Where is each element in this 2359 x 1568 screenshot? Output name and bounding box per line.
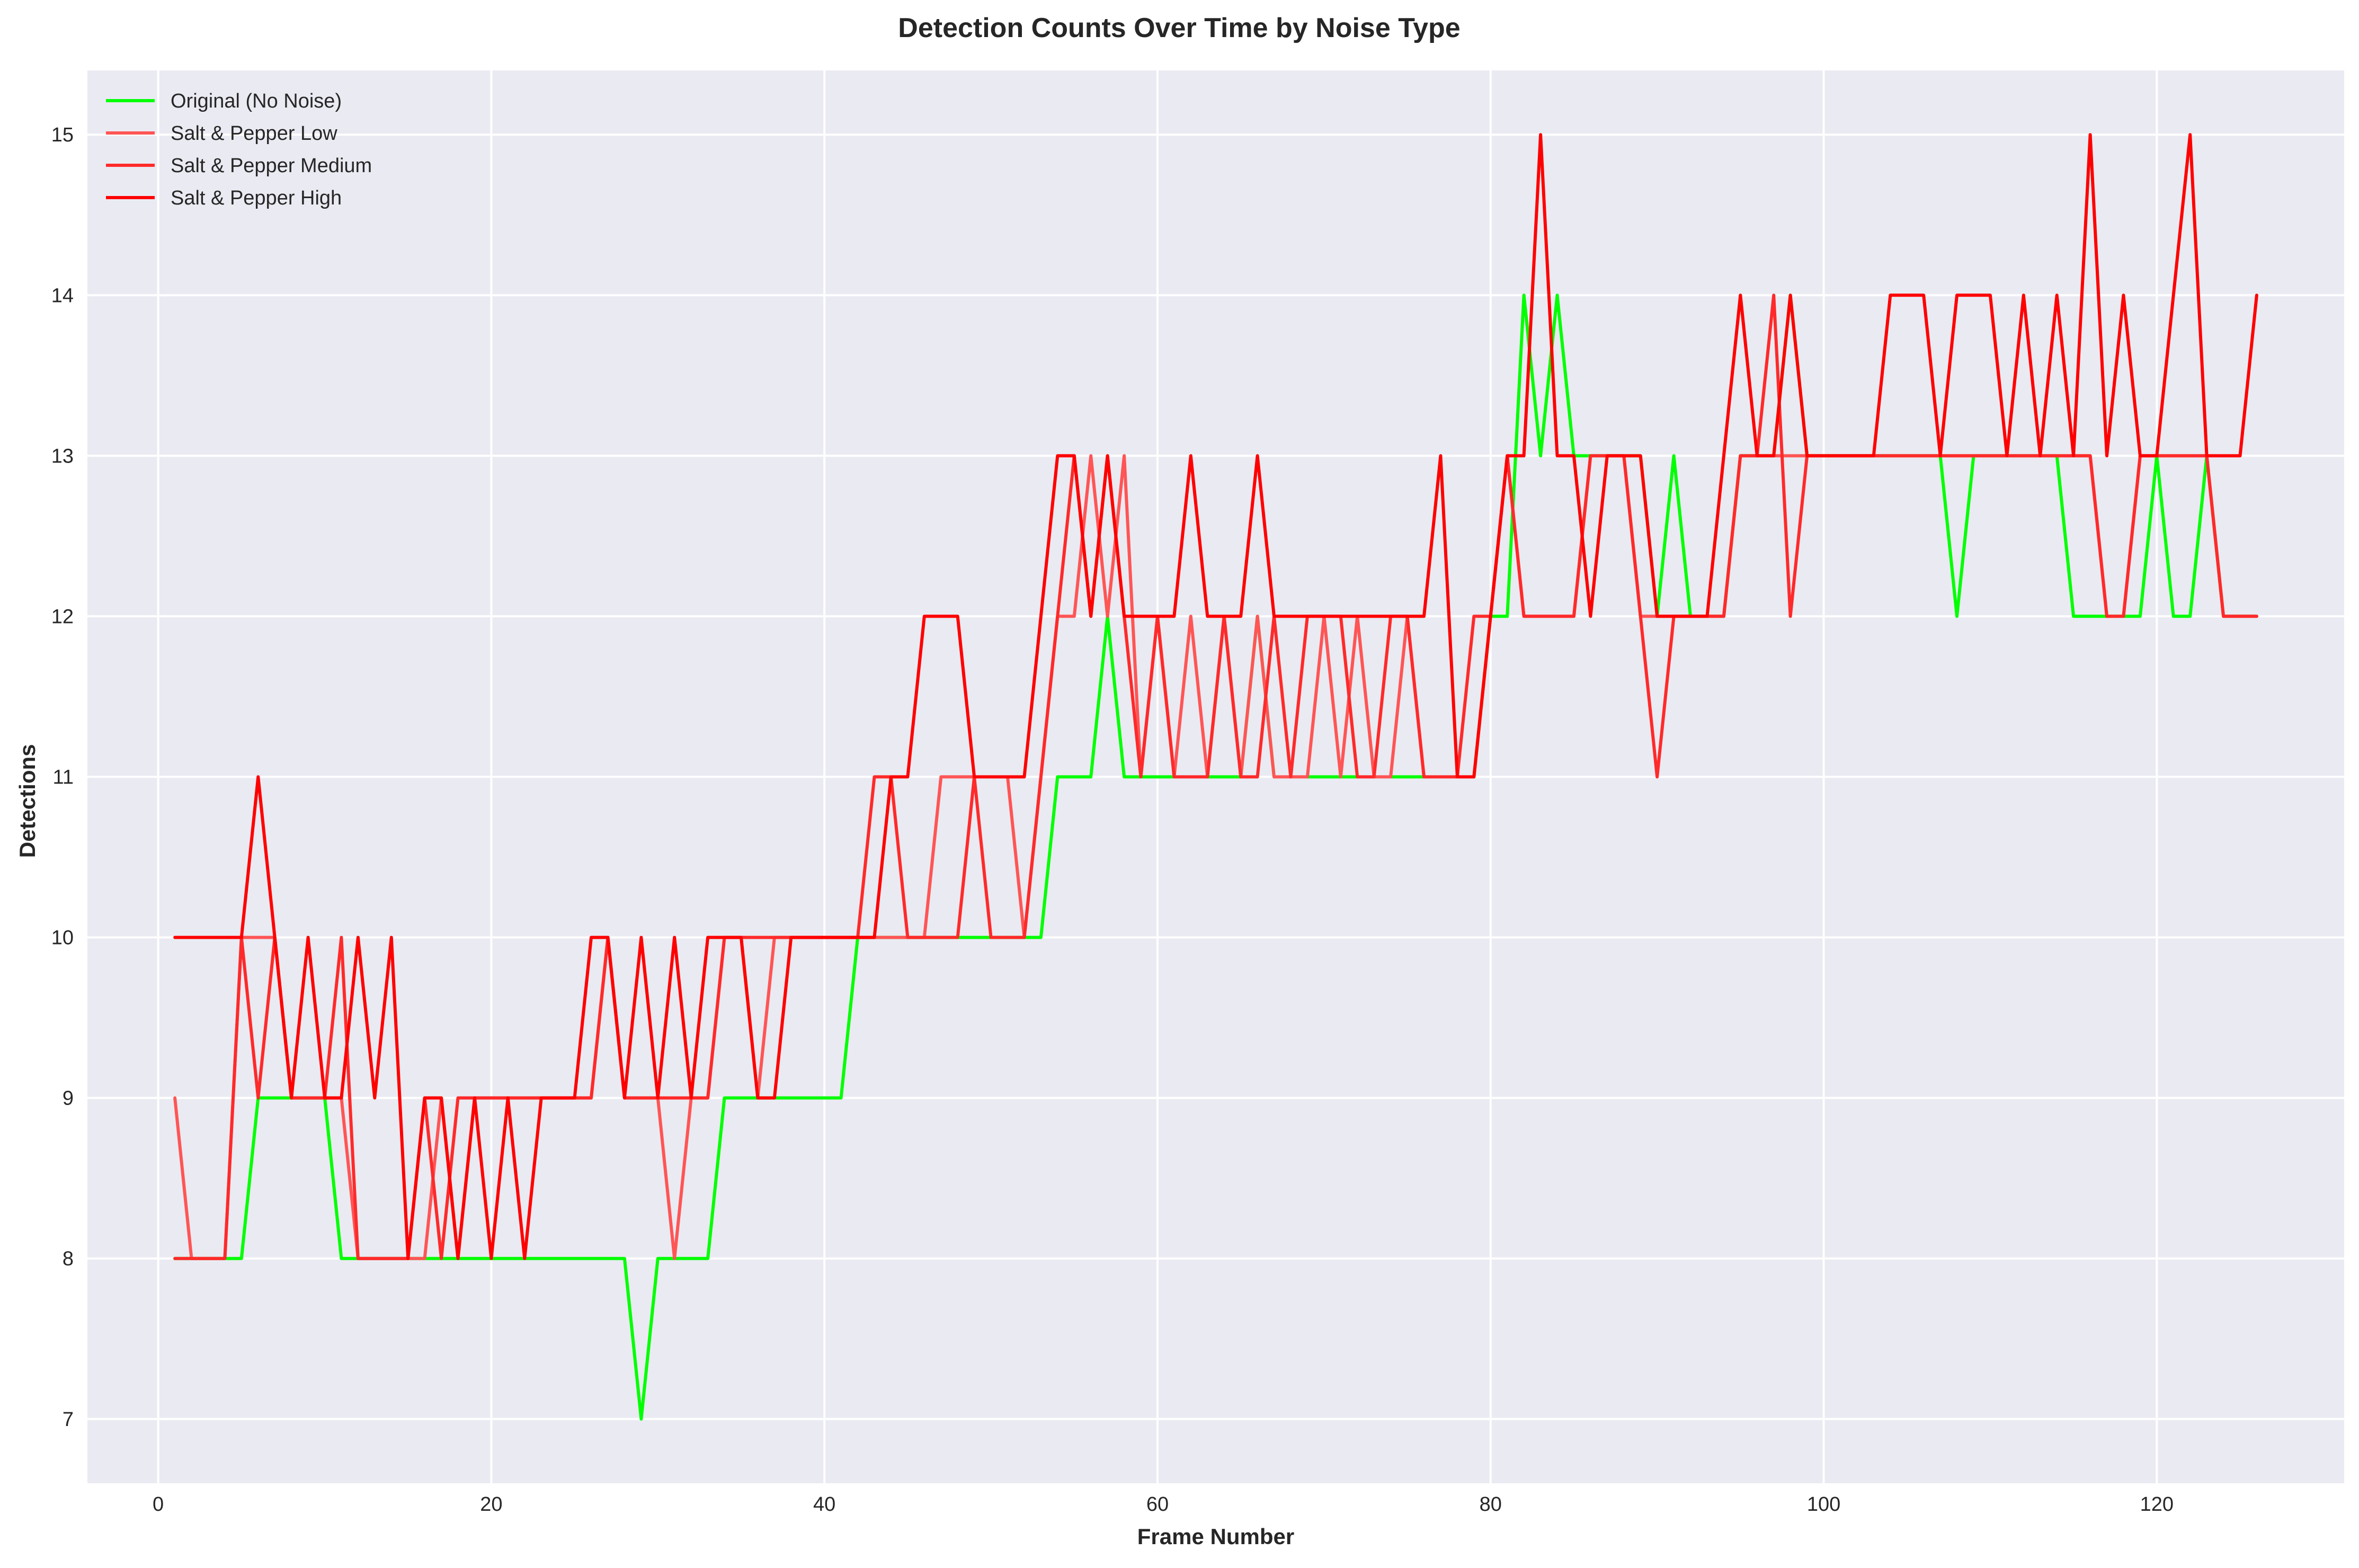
y-tick-label: 15 [51, 124, 74, 146]
x-tick-label: 100 [1807, 1493, 1840, 1516]
y-tick-label: 9 [63, 1088, 74, 1110]
legend-label: Salt & Pepper High [171, 187, 342, 209]
chart-title: Detection Counts Over Time by Noise Type [898, 13, 1460, 43]
y-tick-label: 8 [63, 1248, 74, 1270]
legend-label: Original (No Noise) [171, 90, 342, 112]
y-tick-label: 13 [51, 445, 74, 467]
x-tick-label: 40 [813, 1493, 835, 1516]
y-tick-label: 7 [63, 1409, 74, 1431]
series-lines [173, 133, 2258, 1421]
legend: Original (No Noise) Salt & Pepper Low Salt… [106, 90, 372, 209]
y-tick-label: 11 [53, 767, 74, 789]
y-axis-label: Detections [15, 744, 40, 858]
x-tick-label: 20 [480, 1493, 502, 1516]
tick-labels: 0 20 40 60 80 100 120 7 8 9 10 11 12 13 14 15 [51, 124, 2174, 1516]
legend-label: Salt & Pepper Low [171, 122, 337, 145]
series-line-4 [173, 133, 2258, 1260]
x-axis-label: Frame Number [1137, 1524, 1294, 1549]
y-tick-label: 10 [51, 927, 74, 949]
x-tick-label: 120 [2140, 1493, 2174, 1516]
x-tick-label: 60 [1146, 1493, 1169, 1516]
x-tick-label: 0 [153, 1493, 164, 1516]
y-tick-label: 12 [51, 605, 74, 628]
y-tick-label: 14 [51, 284, 74, 307]
series-line-3 [173, 293, 2258, 1260]
x-tick-label: 80 [1480, 1493, 1502, 1516]
legend-label: Salt & Pepper Medium [171, 155, 372, 177]
